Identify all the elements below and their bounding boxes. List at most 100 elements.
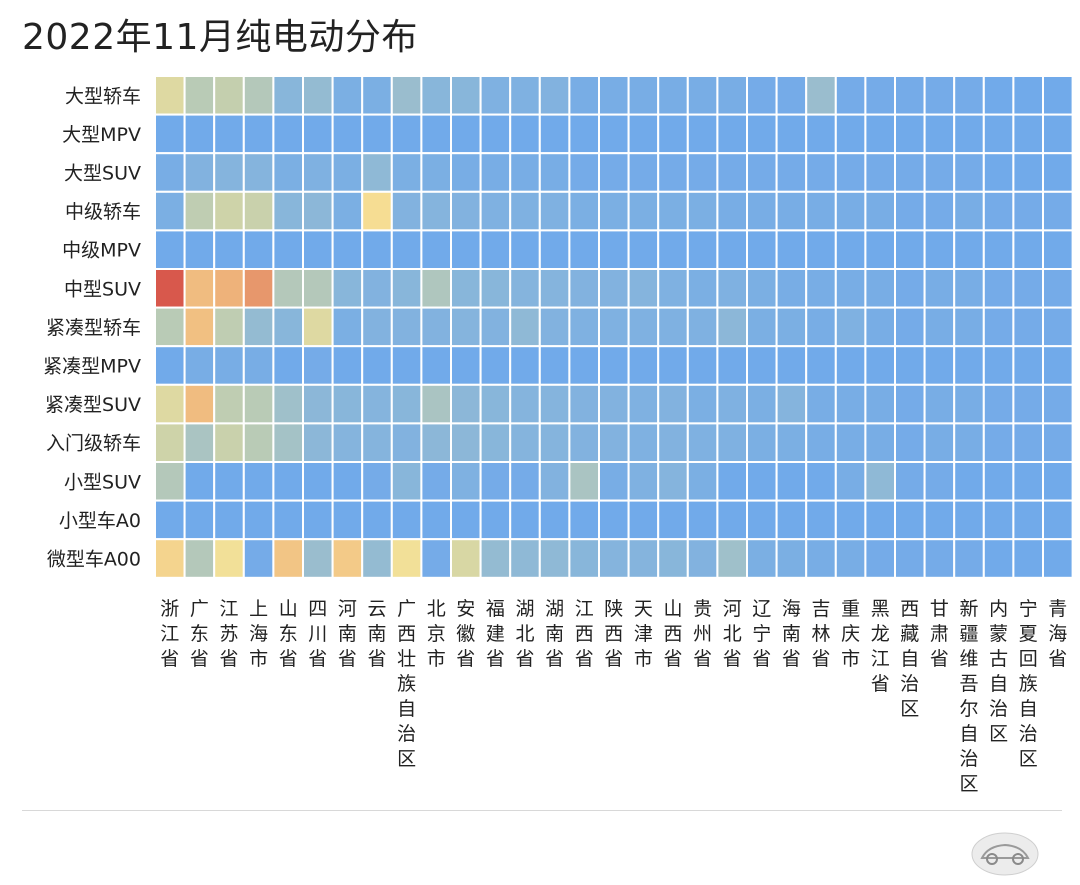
heatmap-cell	[568, 268, 601, 309]
heatmap-cell	[657, 113, 689, 155]
row-label: 微型车A00	[47, 549, 141, 571]
heatmap-cell	[361, 229, 393, 270]
heatmap-cell	[509, 229, 541, 270]
heatmap-cell	[775, 461, 808, 502]
column-label: 重庆市	[841, 598, 860, 670]
heatmap-cell	[213, 190, 245, 232]
heatmap-cell	[953, 113, 985, 155]
heatmap-cell	[982, 345, 1015, 386]
heatmap-cell	[864, 345, 897, 386]
heatmap-cell	[775, 422, 808, 463]
heatmap-cell	[894, 113, 926, 155]
heatmap-cell	[1012, 190, 1045, 232]
heatmap-cell	[1042, 306, 1074, 348]
heatmap-cell	[894, 461, 926, 502]
heatmap-cell	[420, 152, 452, 193]
column-label: 新疆维吾尔自治区	[959, 598, 978, 795]
heatmap-cell	[479, 306, 512, 348]
heatmap-cell	[834, 152, 867, 193]
heatmap-cell	[479, 538, 512, 579]
heatmap-cell	[272, 75, 304, 116]
heatmap-cell	[331, 268, 364, 309]
heatmap-cell	[242, 306, 275, 348]
column-label: 山西省	[663, 598, 682, 670]
heatmap-cell	[657, 383, 689, 425]
row-label: 紧凑型轿车	[46, 317, 141, 339]
heatmap-cell	[331, 75, 364, 116]
heatmap-cell	[716, 152, 749, 193]
column-label: 云南省	[367, 598, 386, 670]
heatmap-cell	[302, 190, 334, 232]
heatmap-cell	[775, 113, 808, 155]
heatmap-cell	[361, 422, 393, 463]
heatmap-cell	[272, 268, 304, 309]
heatmap-cell	[420, 190, 452, 232]
heatmap-cell	[627, 345, 660, 386]
heatmap-cell	[864, 499, 897, 541]
heatmap-cell	[953, 383, 985, 425]
heatmap-cell	[746, 461, 778, 502]
heatmap-cell	[1012, 268, 1045, 309]
heatmap-cell	[598, 229, 630, 270]
heatmap-cell	[805, 422, 837, 463]
heatmap-cell	[331, 345, 364, 386]
heatmap-cell	[686, 461, 719, 502]
heatmap-cell	[1012, 345, 1045, 386]
heatmap-cell	[183, 383, 216, 425]
heatmap-cell	[953, 538, 985, 579]
heatmap-cell	[154, 538, 186, 579]
heatmap-cell	[450, 306, 482, 348]
heatmap-cell	[627, 190, 660, 232]
heatmap-cell	[154, 75, 186, 116]
heatmap-cell	[183, 229, 216, 270]
heatmap-cell	[746, 229, 778, 270]
heatmap-cell	[302, 422, 334, 463]
heatmap-cell	[302, 152, 334, 193]
heatmap-cell	[805, 345, 837, 386]
heatmap-cell	[686, 538, 719, 579]
heatmap-cell	[598, 75, 630, 116]
heatmap-cell	[154, 306, 186, 348]
heatmap-cell	[1012, 461, 1045, 502]
column-label: 广西壮族自治区	[397, 598, 416, 770]
heatmap-cell	[982, 152, 1015, 193]
heatmap-cell	[1042, 345, 1074, 386]
heatmap-cell	[479, 113, 512, 155]
heatmap-cell	[746, 75, 778, 116]
heatmap-cell	[686, 306, 719, 348]
heatmap-cell	[509, 538, 541, 579]
heatmap-cell	[568, 499, 601, 541]
heatmap-cell	[834, 306, 867, 348]
heatmap-cell	[420, 499, 452, 541]
heatmap-cell	[568, 152, 601, 193]
heatmap-cell	[390, 113, 423, 155]
heatmap-cell	[805, 152, 837, 193]
heatmap-cell	[479, 345, 512, 386]
row-label: 大型SUV	[64, 163, 141, 185]
heatmap-cell	[627, 383, 660, 425]
heatmap-cell	[183, 538, 216, 579]
heatmap-cell	[805, 461, 837, 502]
heatmap-cell	[1042, 268, 1074, 309]
heatmap-cell	[775, 306, 808, 348]
heatmap-cell	[775, 268, 808, 309]
heatmap-cell	[686, 152, 719, 193]
heatmap-cell	[183, 190, 216, 232]
row-label: 中级MPV	[62, 240, 141, 262]
heatmap-cell	[834, 190, 867, 232]
heatmap-cell	[982, 422, 1015, 463]
heatmap-cell	[302, 75, 334, 116]
heatmap-cell	[864, 538, 897, 579]
heatmap-cell	[538, 499, 571, 541]
heatmap-cell	[894, 538, 926, 579]
heatmap-cell	[331, 190, 364, 232]
heatmap-cell	[302, 113, 334, 155]
heatmap-cell	[894, 306, 926, 348]
heatmap-cell	[479, 461, 512, 502]
heatmap-cell	[213, 152, 245, 193]
heatmap-cell	[805, 113, 837, 155]
heatmap-cell	[627, 75, 660, 116]
heatmap-cell	[361, 499, 393, 541]
heatmap-cell	[1012, 113, 1045, 155]
heatmap-cell	[894, 229, 926, 270]
